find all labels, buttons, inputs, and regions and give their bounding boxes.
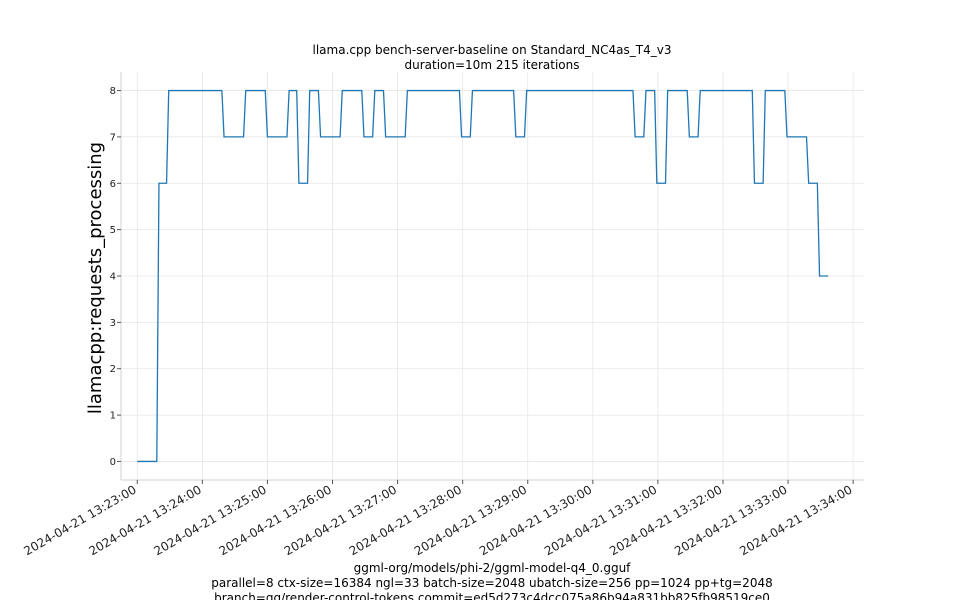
y-tick-label: 8 xyxy=(110,86,116,97)
y-tick-label: 2 xyxy=(110,364,116,375)
x-tick-label: 2024-04-21 13:23:00 xyxy=(21,482,138,558)
series-line xyxy=(137,89,829,463)
footer-params: parallel=8 ctx-size=16384 ngl=33 batch-s… xyxy=(211,576,772,590)
x-tick-label: 2024-04-21 13:25:00 xyxy=(152,482,269,558)
y-gridlines xyxy=(121,90,864,462)
x-gridlines xyxy=(136,72,854,480)
y-tick-label: 7 xyxy=(110,132,116,143)
y-axis-label: llamacpp:requests_processing xyxy=(85,142,106,414)
x-tick-label: 2024-04-21 13:34:00 xyxy=(737,482,854,558)
footer-model: ggml-org/models/phi-2/ggml-model-q4_0.gg… xyxy=(354,561,632,575)
y-tick-label: 5 xyxy=(110,225,116,236)
chart-title-line-1: llama.cpp bench-server-baseline on Stand… xyxy=(313,43,672,57)
y-axis-ticks: 0 1 2 3 4 5 6 7 8 xyxy=(110,86,121,468)
y-tick-label: 3 xyxy=(110,318,116,329)
x-tick-label: 2024-04-21 13:32:00 xyxy=(607,482,724,558)
chart-title: llama.cpp bench-server-baseline on Stand… xyxy=(313,43,672,72)
footer-branch: branch=gg/render-control-tokens commit=e… xyxy=(214,591,770,600)
x-tick-label: 2024-04-21 13:29:00 xyxy=(412,482,529,558)
chart-title-line-2: duration=10m 215 iterations xyxy=(405,58,580,72)
x-tick-label: 2024-04-21 13:31:00 xyxy=(542,482,659,558)
y-tick-label: 4 xyxy=(110,272,116,283)
x-tick-label: 2024-04-21 13:26:00 xyxy=(217,482,334,558)
y-tick-label: 6 xyxy=(110,179,116,190)
x-tick-label: 2024-04-21 13:33:00 xyxy=(672,482,789,558)
x-tick-label: 2024-04-21 13:28:00 xyxy=(347,482,464,558)
chart-footer: ggml-org/models/phi-2/ggml-model-q4_0.gg… xyxy=(211,561,772,600)
x-tick-label: 2024-04-21 13:30:00 xyxy=(477,482,594,558)
y-tick-label: 1 xyxy=(110,411,116,422)
x-tick-label: 2024-04-21 13:24:00 xyxy=(86,482,203,558)
y-tick-label: 0 xyxy=(110,457,116,468)
x-tick-label: 2024-04-21 13:27:00 xyxy=(282,482,399,558)
